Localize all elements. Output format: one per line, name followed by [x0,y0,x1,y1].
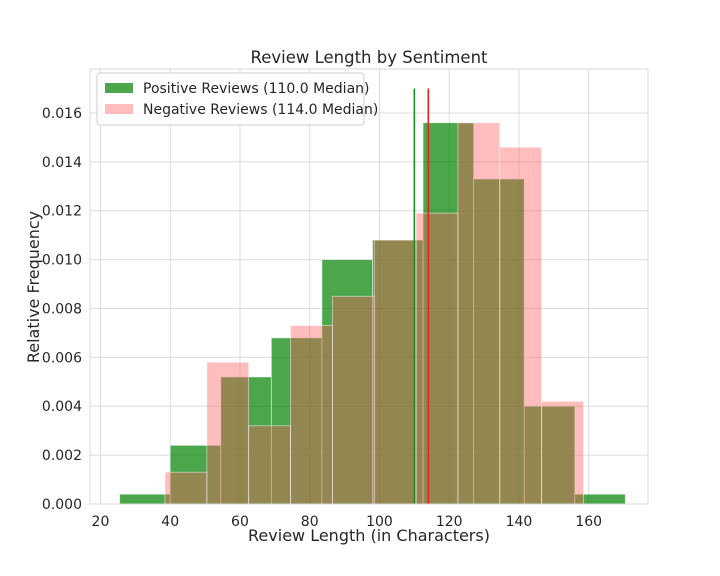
chart-title: Review Length by Sentiment [250,48,488,67]
x-tick-label: 40 [161,514,179,530]
x-tick-label: 80 [301,514,319,530]
negative-bar [331,295,375,505]
y-tick-label: 0.000 [42,497,82,513]
x-axis-label: Review Length (in Characters) [248,526,490,545]
positive-bar [169,444,222,505]
y-tick-label: 0.012 [42,204,82,220]
negative-series-bars [164,122,584,505]
x-tick-label: 20 [92,514,110,530]
y-tick-label: 0.002 [42,448,82,464]
y-tick-label: 0.004 [42,399,82,415]
negative-bar [457,122,501,505]
x-tick-label: 60 [231,514,249,530]
x-tick-labels: 20 40 60 80 100 120 140 160 [92,514,603,530]
legend-swatch-negative [105,104,133,114]
negative-bar [415,212,459,505]
x-tick-label: 100 [366,514,393,530]
y-tick-label: 0.006 [42,350,82,366]
negative-bar [248,425,291,505]
y-tick-label: 0.008 [42,301,82,317]
positive-bar [473,178,525,505]
plot-frame [89,68,649,505]
y-axis-label: Relative Frequency [24,211,43,363]
median-lines [413,88,430,504]
y-tick-label: 0.016 [42,106,82,122]
x-tick-label: 160 [575,514,602,530]
y-tick-labels: 0.000 0.002 0.004 0.006 0.008 0.010 0.012 0.014… [42,106,82,513]
negative-bar [373,239,417,505]
negative-bar [206,361,250,505]
negative-bar [290,325,333,505]
negative-bar [164,471,208,505]
y-tick-label: 0.010 [42,253,82,269]
legend: Positive Reviews (110.0 Median) Negative… [96,72,378,126]
positive-series-bars [119,122,626,505]
negative-bar [499,146,543,505]
negative-bar [541,400,584,505]
legend-label-positive: Positive Reviews (110.0 Median) [143,81,370,97]
y-tick-label: 0.014 [42,155,82,171]
positive-bar [119,493,171,505]
legend-label-negative: Negative Reviews (114.0 Median) [143,102,378,118]
legend-swatch-positive [105,83,133,93]
legend-box [96,72,365,126]
x-tick-label: 140 [506,514,533,530]
x-tick-label: 120 [436,514,463,530]
positive-bar [523,405,576,505]
positive-bar [270,337,323,505]
